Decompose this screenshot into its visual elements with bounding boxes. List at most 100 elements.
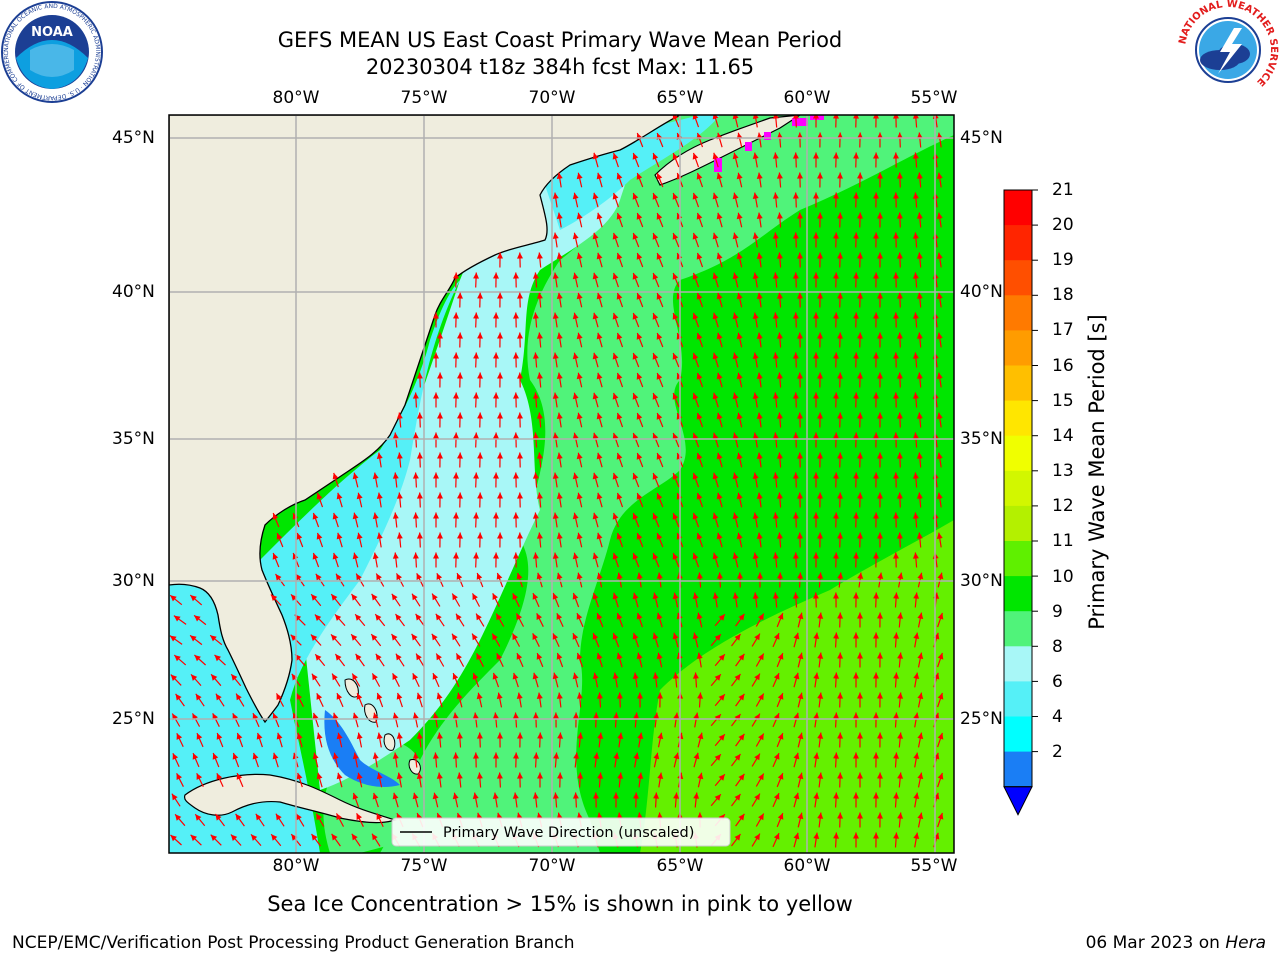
wave-direction-arrowhead (857, 212, 863, 219)
wave-direction-arrowhead (797, 132, 803, 139)
wave-direction-arrowhead (412, 752, 419, 759)
wave-direction-arrowhead (797, 212, 803, 219)
wave-direction-arrowhead (736, 332, 743, 340)
wave-direction-arrowhead (496, 772, 503, 779)
lon-label-bottom: 80°W (272, 856, 320, 876)
wave-direction-arrowhead (913, 592, 920, 599)
wave-direction-arrowhead (496, 692, 503, 700)
wave-direction-arrowhead (473, 432, 479, 439)
wave-direction-arrowhead (170, 835, 177, 842)
wave-direction-arrowhead (912, 432, 919, 439)
wave-direction-arrowhead (613, 752, 620, 759)
wave-direction-arrowhead (355, 614, 362, 621)
wave-direction-arrowhead (877, 332, 883, 339)
wave-direction-arrowhead (837, 132, 843, 139)
wave-direction-arrowhead (652, 353, 659, 360)
wave-direction-arrowhead (853, 752, 859, 759)
wave-direction-arrowhead (352, 792, 359, 800)
wave-direction-arrowhead (291, 834, 298, 841)
wave-direction-arrowhead (356, 732, 363, 740)
wave-direction-arrowhead (877, 412, 883, 419)
wave-direction-arrowhead (395, 653, 402, 661)
wave-direction-arrowhead (576, 532, 583, 540)
wave-direction-arrowhead (592, 392, 599, 400)
lon-label-top: 70°W (528, 88, 576, 108)
wave-direction-arrowhead (456, 653, 462, 661)
wave-direction-arrowhead (572, 352, 579, 360)
wave-direction-arrowhead (230, 834, 238, 841)
wave-direction-arrowhead (432, 593, 438, 601)
wave-direction-arrowhead (232, 713, 239, 720)
wave-direction-arrowhead (456, 732, 463, 739)
wave-direction-arrowhead (712, 592, 719, 599)
wave-direction-arrowhead (396, 772, 403, 780)
wave-direction-arrowhead (738, 653, 745, 661)
wave-direction-arrowhead (656, 293, 663, 300)
wave-direction-arrowhead (853, 832, 859, 839)
wave-direction-arrowhead (632, 273, 639, 280)
wave-direction-arrowhead (556, 532, 563, 539)
wave-direction-arrowhead (175, 693, 182, 701)
wave-direction-arrowhead (612, 633, 619, 640)
wave-direction-arrowhead (692, 312, 699, 320)
wave-direction-arrowhead (517, 332, 523, 339)
wave-direction-arrowhead (752, 432, 759, 439)
wave-direction-arrow (774, 115, 778, 128)
wave-direction-arrowhead (792, 192, 799, 199)
wave-direction-arrowhead (356, 492, 363, 500)
wave-direction-arrowhead (436, 772, 443, 779)
wave-direction-arrowhead (477, 492, 483, 499)
wave-direction-arrowhead (391, 634, 398, 641)
wave-direction-arrowhead (276, 533, 283, 540)
wave-direction-arrowhead (275, 813, 282, 821)
wave-direction-arrowhead (517, 412, 523, 419)
wave-direction-arrowhead (453, 472, 459, 479)
wave-direction-arrowhead (672, 513, 679, 520)
wave-direction-arrowhead (473, 472, 479, 479)
wave-direction-arrowhead (276, 693, 282, 701)
wave-direction-arrowhead (473, 752, 479, 759)
wave-direction-arrowhead (332, 712, 339, 720)
wave-direction-arrowhead (797, 652, 804, 660)
wave-direction-arrowhead (937, 572, 944, 580)
wave-direction-arrowhead (893, 552, 899, 559)
wave-direction-arrow (914, 115, 918, 128)
wave-direction-arrowhead (893, 432, 899, 439)
wave-direction-arrowhead (777, 653, 784, 660)
wave-direction-arrowhead (716, 292, 723, 300)
wave-direction-arrowhead (437, 532, 443, 539)
wave-direction-arrowhead (897, 772, 904, 779)
wave-direction-arrowhead (754, 753, 760, 761)
wave-direction-arrowhead (331, 833, 338, 841)
colorbar-segment (1004, 330, 1032, 366)
wave-direction-arrowhead (352, 712, 359, 720)
wave-direction-arrowhead (532, 633, 538, 640)
wave-direction-arrowhead (331, 634, 338, 641)
wave-direction-arrowhead (797, 452, 803, 459)
wave-direction-arrowhead (351, 594, 358, 601)
wave-direction-arrowhead (473, 272, 479, 279)
wave-direction-arrowhead (552, 232, 559, 239)
wave-direction-arrowhead (433, 432, 439, 439)
wave-direction-arrowhead (577, 772, 584, 779)
wave-direction-arrowhead (916, 172, 923, 179)
footer-date: 06 Mar 2023 on Hera (1086, 933, 1266, 953)
wave-direction-arrowhead (913, 632, 920, 639)
wave-direction-arrowhead (612, 592, 619, 600)
wave-direction-arrowhead (877, 212, 883, 219)
wave-direction-arrowhead (256, 732, 263, 740)
wave-direction-arrowhead (536, 492, 543, 499)
wave-direction-arrowhead (716, 172, 723, 180)
wave-direction-arrows (169, 115, 944, 848)
wave-direction-arrowhead (632, 153, 639, 160)
wave-direction-arrowhead (235, 813, 242, 821)
wave-direction-arrowhead (616, 412, 623, 420)
wave-direction-arrowhead (857, 812, 863, 819)
wave-direction-arrowhead (336, 813, 342, 821)
wave-direction-arrowhead (296, 732, 303, 740)
wave-direction-arrowhead (396, 412, 403, 419)
wave-direction-arrowhead (736, 412, 743, 420)
wave-direction-arrowhead (576, 613, 583, 620)
wave-direction-arrowhead (613, 792, 619, 799)
wave-direction-arrowhead (754, 833, 760, 841)
